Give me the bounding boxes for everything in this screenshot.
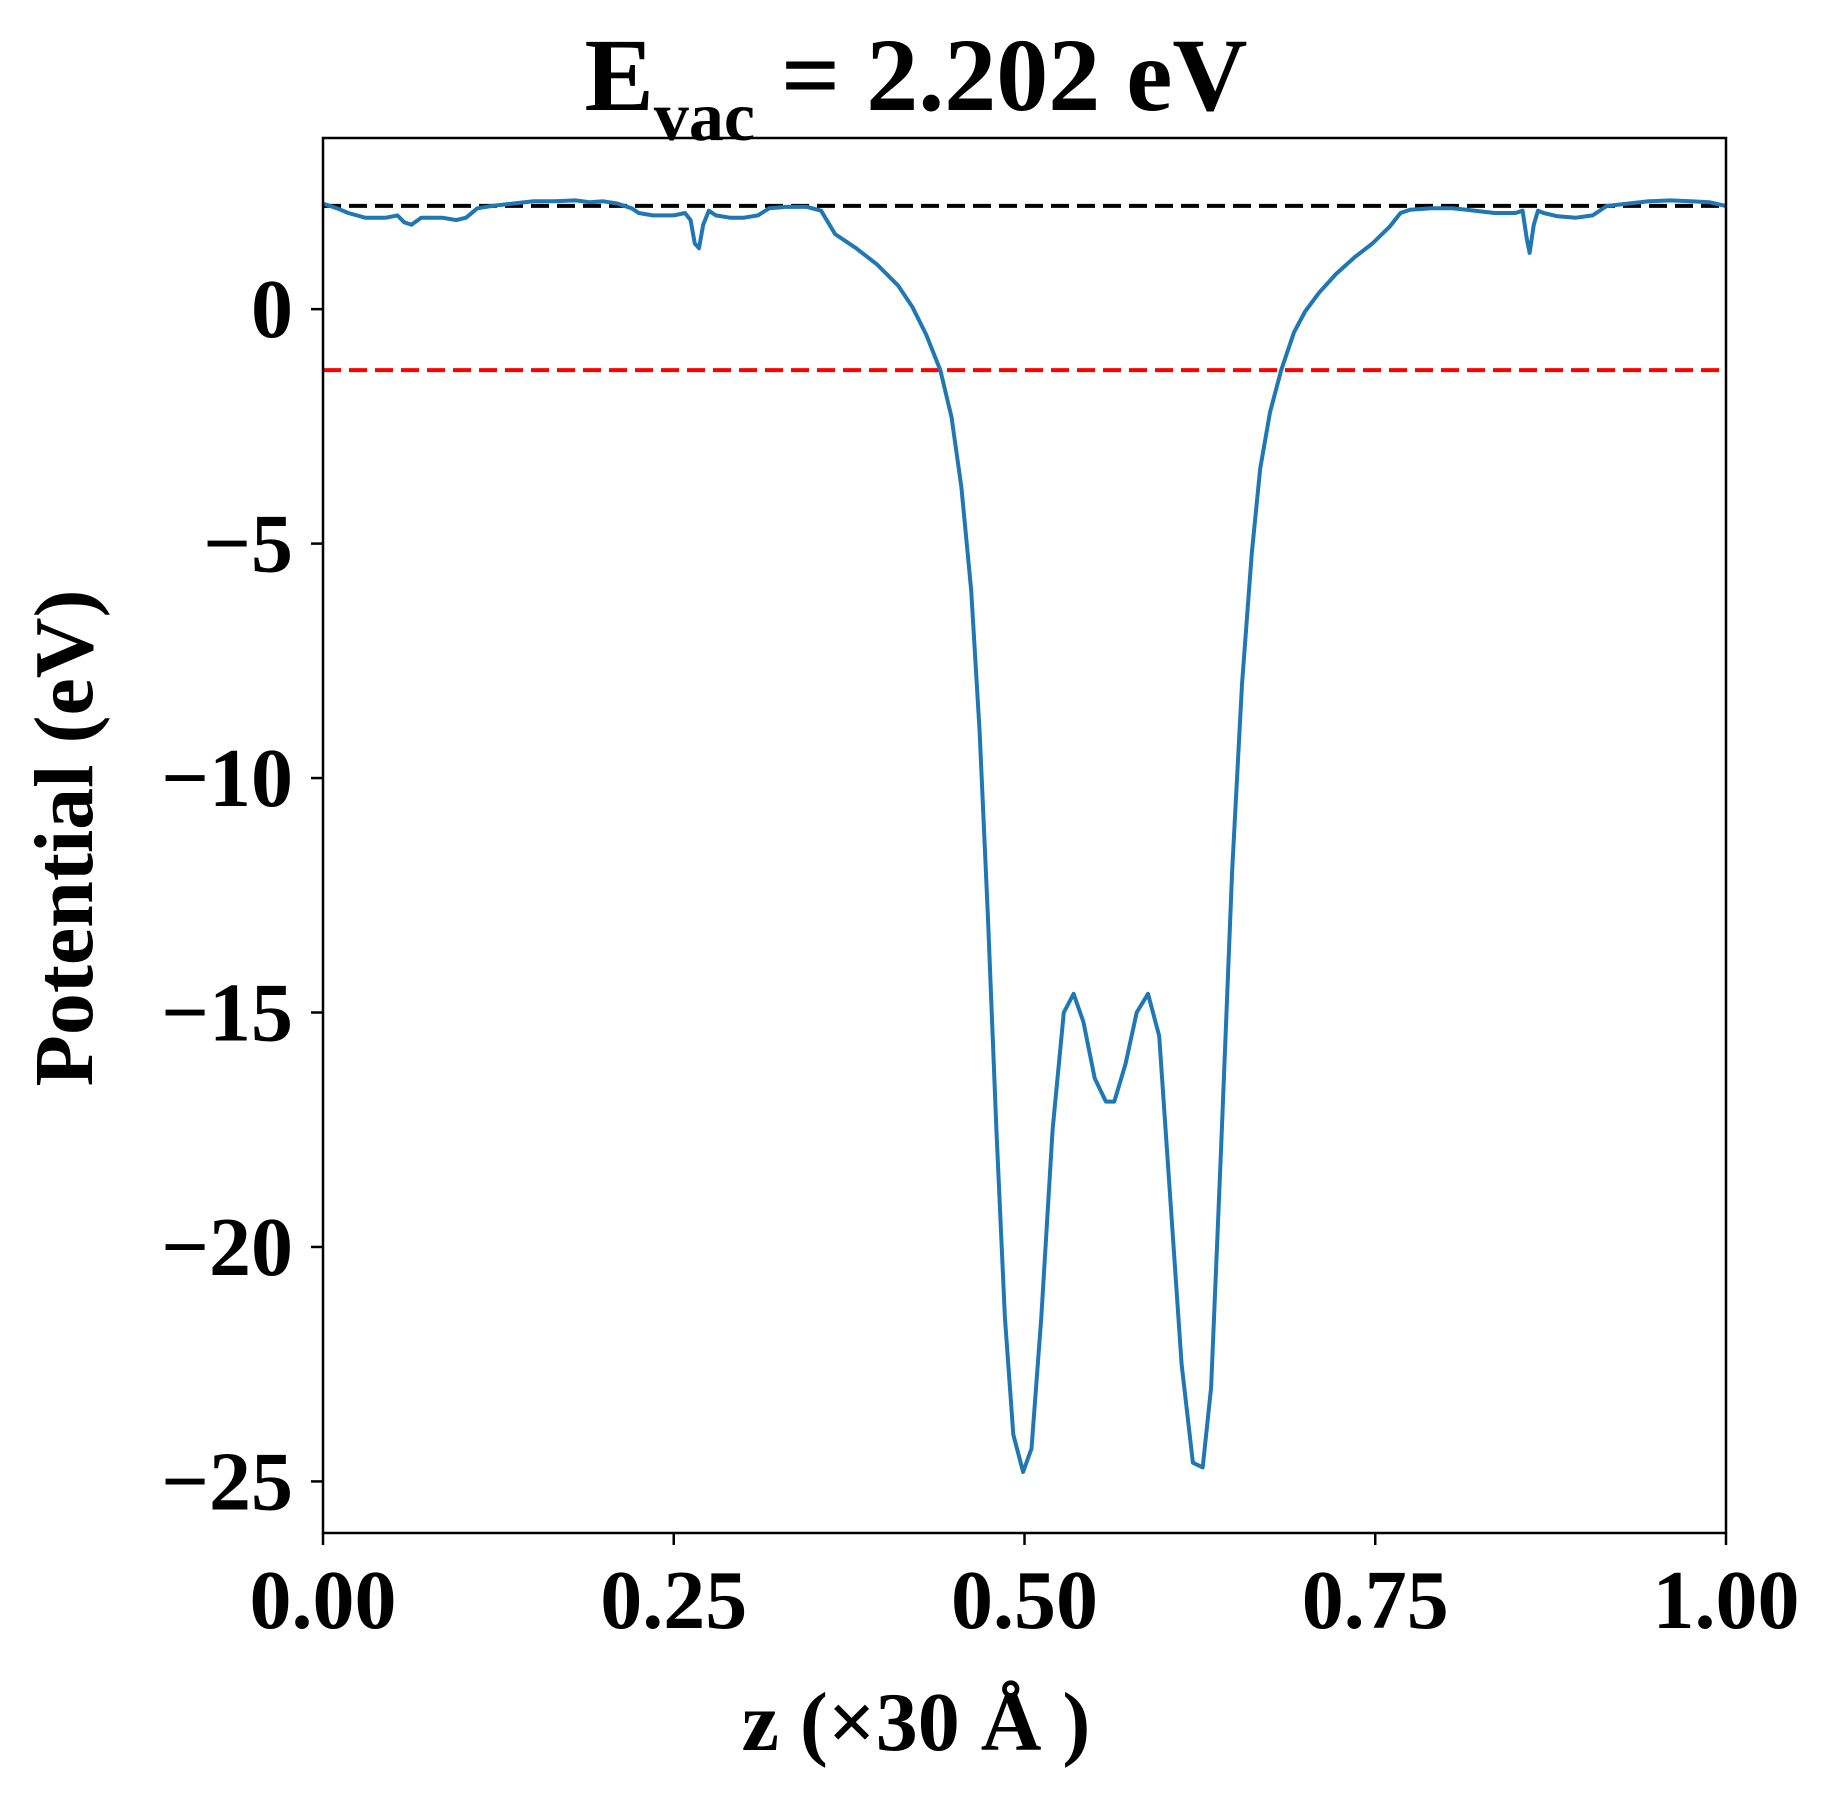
y-tick-label: −25 xyxy=(161,1435,293,1528)
plot-area: 0.00 0.25 0.50 0.75 1.00 0 −5 −10 −15 −20 −25 xyxy=(161,136,1800,1647)
series-line-0 xyxy=(322,198,1727,1474)
y-tick-label: −5 xyxy=(203,498,293,591)
x-tick-label: 1.00 xyxy=(1653,1554,1800,1647)
x-tick-label: 0.50 xyxy=(951,1554,1098,1647)
x-tick-label: 0.25 xyxy=(600,1554,747,1647)
chart-title: Evac = 2.202 eV xyxy=(585,18,1248,156)
x-axis-label: z (×30 Å ) xyxy=(742,1676,1091,1769)
title-rest: = 2.202 eV xyxy=(755,18,1248,133)
title-subscript: vac xyxy=(654,79,755,156)
y-axis-label: Potential (eV) xyxy=(18,590,111,1087)
y-tick-label: −20 xyxy=(161,1201,293,1294)
x-tick-label: 0.75 xyxy=(1302,1554,1449,1647)
y-tick-label: 0 xyxy=(251,263,293,356)
plot-frame xyxy=(321,136,1728,1535)
x-tick-label: 0.00 xyxy=(250,1554,397,1647)
y-tick-label: −10 xyxy=(161,732,293,825)
title-symbol: E xyxy=(585,18,654,133)
y-tick-label: −15 xyxy=(161,967,293,1060)
